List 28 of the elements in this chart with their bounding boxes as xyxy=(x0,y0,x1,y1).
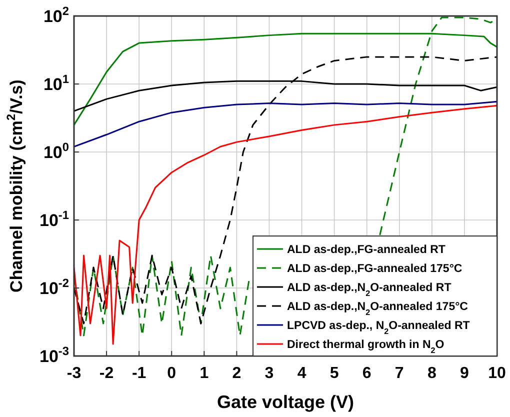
legend-label: ALD as-dep.,FG-annealed RT xyxy=(287,244,446,256)
x-tick-label: 2 xyxy=(232,365,242,382)
x-tick-label: 1 xyxy=(200,365,209,382)
x-tick-label: -2 xyxy=(99,365,114,382)
x-tick-label: 8 xyxy=(427,365,436,382)
legend-label: ALD as-dep.,FG-annealed 175°C xyxy=(287,263,462,275)
legend-label: Direct thermal growth in N$_{2}$O xyxy=(287,339,444,354)
x-tick-label: 7 xyxy=(394,365,404,382)
y-tick-label: 10$^{0}$ xyxy=(43,140,70,162)
x-tick-label: -1 xyxy=(132,365,146,382)
x-tick-label: 10 xyxy=(488,365,506,382)
y-tick-label: 10$^{1}$ xyxy=(43,72,70,94)
legend-label: ALD as-dep.,N$_{2}$O-annealed RT xyxy=(287,282,452,298)
x-tick-label: 9 xyxy=(460,365,470,382)
x-tick-label: 4 xyxy=(297,365,306,382)
x-axis-title: Gate voltage (V) xyxy=(216,392,354,412)
y-tick-label: 10$^{-2}$ xyxy=(40,276,70,298)
x-tick-label: 3 xyxy=(264,365,274,382)
y-tick-label: 10$^{-3}$ xyxy=(40,344,70,366)
x-tick-label: 6 xyxy=(362,365,372,382)
y-tick-label: 10$^{2}$ xyxy=(43,4,70,26)
legend-label: LPCVD as-dep., N$_{2}$O-annealed RT xyxy=(287,320,470,336)
x-tick-label: -3 xyxy=(66,365,82,382)
x-tick-label: 5 xyxy=(330,365,339,382)
legend-label: ALD as-dep.,N$_{2}$O-annealed 175°C xyxy=(287,301,468,316)
x-tick-label: 0 xyxy=(167,365,176,382)
line-series xyxy=(74,100,497,148)
y-tick-label: 10$^{-1}$ xyxy=(40,208,70,230)
